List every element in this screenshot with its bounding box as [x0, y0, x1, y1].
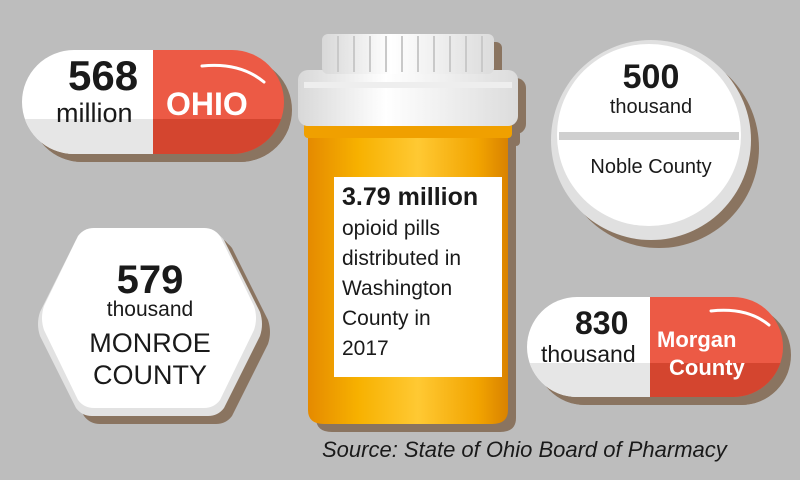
hexagon-pill-icon	[38, 228, 262, 416]
monroe-county-hexagon-pill: 579 thousand MONROE COUNTY	[32, 226, 268, 422]
ohio-capsule-pill: 568 million OHIO	[22, 50, 284, 154]
ohio-label: OHIO	[166, 86, 248, 122]
noble-unit: thousand	[609, 96, 693, 118]
noble-county-round-pill: 500 thousand Noble County	[551, 40, 751, 240]
monroe-name-line2: COUNTY	[93, 360, 207, 390]
morgan-number: 830	[575, 305, 629, 341]
bottle-headline: 3.79 million	[342, 183, 479, 211]
bottle-line-3: Washington	[342, 277, 453, 300]
morgan-name-line2: County	[669, 355, 745, 380]
morgan-unit: thousand	[541, 341, 636, 367]
bottle-label: 3.79 million opioid pills distributed in…	[334, 177, 502, 377]
bottle-line-5: 2017	[342, 337, 389, 360]
ohio-number: 568	[68, 52, 139, 99]
monroe-name-line1: MONROE	[89, 328, 211, 358]
bottle-line-1: opioid pills	[342, 217, 441, 240]
bottle-line-2: distributed in	[342, 247, 462, 270]
monroe-number: 579	[116, 258, 184, 302]
noble-number: 500	[622, 58, 680, 96]
capsule-highlight-icon	[200, 63, 266, 84]
ohio-unit: million	[56, 98, 133, 128]
monroe-unit: thousand	[106, 298, 194, 321]
morgan-county-capsule-pill: 830 thousand Morgan County	[527, 297, 783, 397]
capsule-highlight-icon	[709, 308, 771, 327]
bottle-line-4: County in	[342, 307, 431, 330]
noble-name: Noble County	[590, 156, 712, 178]
pill-score-line	[559, 132, 739, 140]
morgan-name-line1: Morgan	[657, 327, 737, 352]
source-credit: Source: State of Ohio Board of Pharmacy	[322, 437, 727, 462]
